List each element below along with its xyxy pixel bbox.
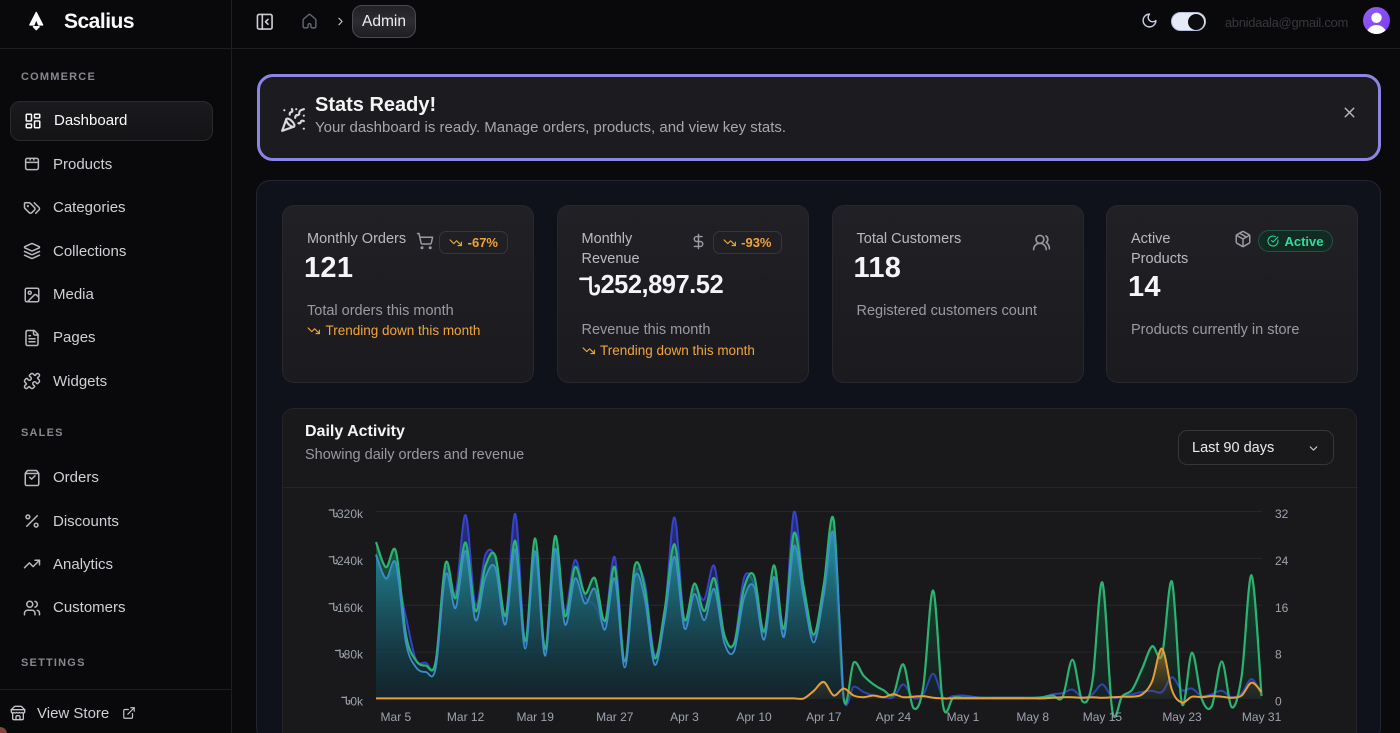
svg-text:0: 0 (1275, 695, 1282, 709)
svg-text:80k: 80k (344, 648, 364, 662)
svg-text:32: 32 (1275, 507, 1289, 521)
svg-text:Apr 24: Apr 24 (876, 710, 912, 724)
svg-text:May 23: May 23 (1162, 710, 1202, 724)
svg-text:0k: 0k (350, 695, 364, 709)
svg-text:Mar 12: Mar 12 (447, 710, 485, 724)
svg-text:24: 24 (1275, 554, 1289, 568)
svg-text:160k: 160k (337, 601, 364, 615)
svg-text:240k: 240k (337, 554, 364, 568)
svg-text:May 8: May 8 (1016, 710, 1049, 724)
svg-text:8: 8 (1275, 648, 1282, 662)
svg-text:16: 16 (1275, 601, 1289, 615)
svg-text:Apr 10: Apr 10 (736, 710, 772, 724)
svg-text:Apr 3: Apr 3 (670, 710, 699, 724)
svg-text:May 31: May 31 (1242, 710, 1282, 724)
svg-text:Mar 27: Mar 27 (596, 710, 634, 724)
svg-text:Apr 17: Apr 17 (806, 710, 842, 724)
svg-text:Mar 5: Mar 5 (381, 710, 412, 724)
svg-text:May 1: May 1 (947, 710, 980, 724)
svg-text:Mar 19: Mar 19 (517, 710, 555, 724)
svg-text:320k: 320k (337, 507, 364, 521)
svg-text:May 15: May 15 (1083, 710, 1123, 724)
